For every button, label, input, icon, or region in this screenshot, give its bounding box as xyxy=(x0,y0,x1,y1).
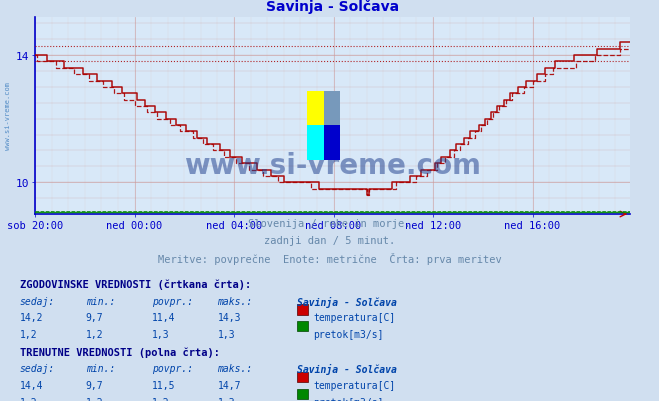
Text: Slovenija / reke in morje.: Slovenija / reke in morje. xyxy=(248,219,411,229)
Text: www.si-vreme.com: www.si-vreme.com xyxy=(5,82,11,150)
Text: Meritve: povprečne  Enote: metrične  Črta: prva meritev: Meritve: povprečne Enote: metrične Črta:… xyxy=(158,252,501,264)
Text: povpr.:: povpr.: xyxy=(152,363,192,373)
Text: 11,5: 11,5 xyxy=(152,380,175,390)
Text: maks.:: maks.: xyxy=(217,363,252,373)
Text: 14,3: 14,3 xyxy=(217,313,241,323)
Text: 9,7: 9,7 xyxy=(86,380,103,390)
Text: 14,4: 14,4 xyxy=(20,380,43,390)
Text: min.:: min.: xyxy=(86,296,115,306)
Text: 1,2: 1,2 xyxy=(152,397,169,401)
Text: Savinja - Solčava: Savinja - Solčava xyxy=(297,363,397,374)
Text: 1,2: 1,2 xyxy=(86,330,103,340)
Bar xyxy=(307,92,324,126)
Text: pretok[m3/s]: pretok[m3/s] xyxy=(313,330,384,340)
Text: min.:: min.: xyxy=(86,363,115,373)
Text: www.si-vreme.com: www.si-vreme.com xyxy=(184,151,481,179)
Text: ZGODOVINSKE VREDNOSTI (črtkana črta):: ZGODOVINSKE VREDNOSTI (črtkana črta): xyxy=(20,279,251,290)
Title: Savinja - Solčava: Savinja - Solčava xyxy=(266,0,399,14)
Text: 1,2: 1,2 xyxy=(86,397,103,401)
Text: TRENUTNE VREDNOSTI (polna črta):: TRENUTNE VREDNOSTI (polna črta): xyxy=(20,346,219,357)
Bar xyxy=(307,126,324,160)
Text: 1,2: 1,2 xyxy=(20,397,38,401)
Text: sedaj:: sedaj: xyxy=(20,363,55,373)
Text: 11,4: 11,4 xyxy=(152,313,175,323)
Text: sedaj:: sedaj: xyxy=(20,296,55,306)
Text: zadnji dan / 5 minut.: zadnji dan / 5 minut. xyxy=(264,235,395,245)
Text: Savinja - Solčava: Savinja - Solčava xyxy=(297,296,397,307)
Text: pretok[m3/s]: pretok[m3/s] xyxy=(313,397,384,401)
Bar xyxy=(324,92,340,126)
Bar xyxy=(324,126,340,160)
Text: 1,3: 1,3 xyxy=(152,330,169,340)
Text: 14,2: 14,2 xyxy=(20,313,43,323)
Text: 14,7: 14,7 xyxy=(217,380,241,390)
Text: 1,2: 1,2 xyxy=(20,330,38,340)
Text: 9,7: 9,7 xyxy=(86,313,103,323)
Text: maks.:: maks.: xyxy=(217,296,252,306)
Text: temperatura[C]: temperatura[C] xyxy=(313,313,395,323)
Text: temperatura[C]: temperatura[C] xyxy=(313,380,395,390)
Text: 1,3: 1,3 xyxy=(217,330,235,340)
Text: 1,3: 1,3 xyxy=(217,397,235,401)
Text: povpr.:: povpr.: xyxy=(152,296,192,306)
